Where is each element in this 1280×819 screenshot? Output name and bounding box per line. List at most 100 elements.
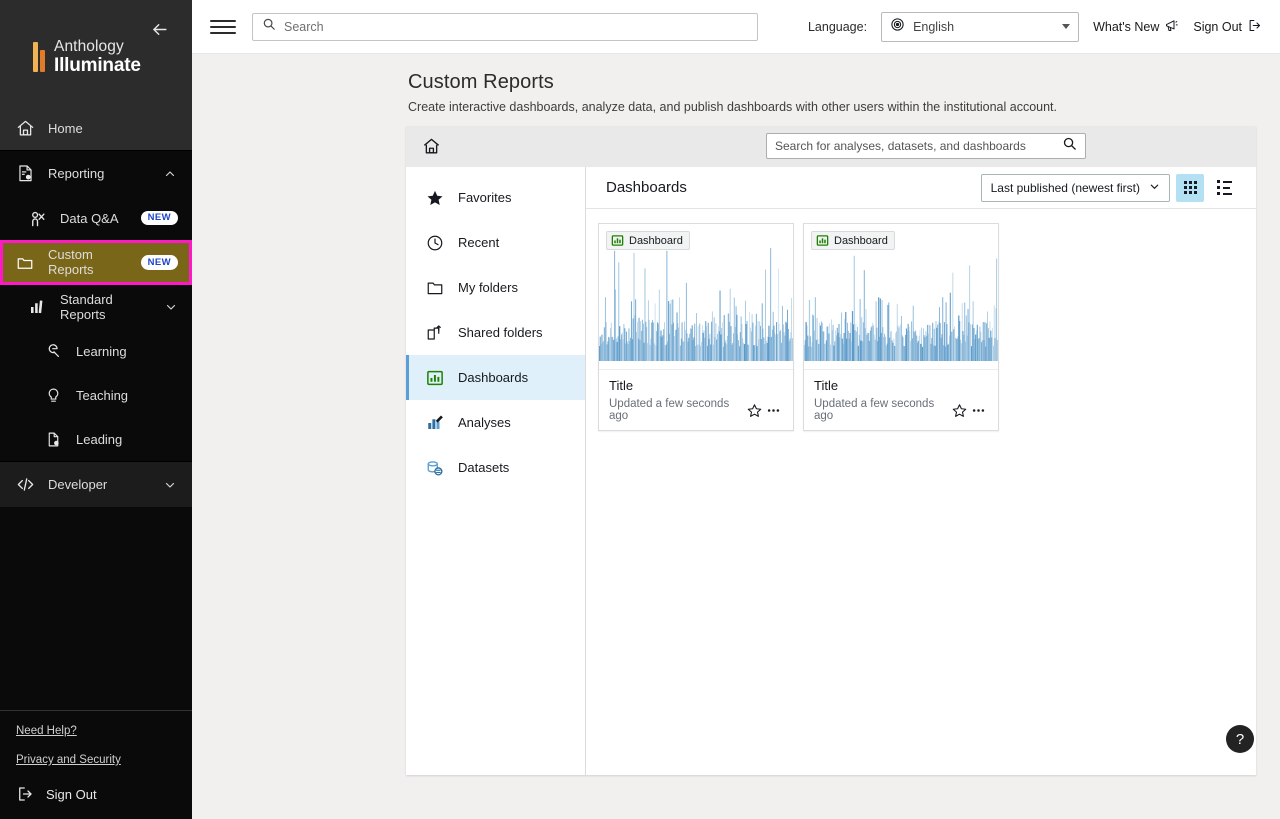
sidebar-item-developer[interactable]: Developer: [0, 461, 192, 507]
dashboard-type-badge-label: Dashboard: [629, 234, 683, 247]
embed-nav-shared-folders[interactable]: Shared folders: [406, 310, 585, 355]
sidebar-sign-out-label: Sign Out: [46, 786, 97, 802]
main-region: Language: English What's New Sign Out: [192, 0, 1280, 819]
sidebar-item-teaching[interactable]: Teaching: [0, 373, 192, 417]
embed-nav-label-favorites: Favorites: [458, 190, 512, 205]
embed-search[interactable]: [766, 133, 1086, 159]
need-help-link[interactable]: Need Help?: [16, 725, 77, 737]
dashboard-card-updated: Updated a few seconds ago: [609, 398, 730, 422]
language-label: Language:: [807, 19, 868, 34]
sidebar-item-custom-reports[interactable]: Custom Reports NEW: [0, 240, 192, 285]
sidebar-item-label-data-qa: Data Q&A: [60, 210, 119, 226]
dashboard-card-updated: Updated a few seconds ago: [814, 398, 935, 422]
whats-new-label: What's New: [1093, 19, 1160, 34]
primary-sidebar: Anthology Illuminate Home Reporting: [0, 0, 192, 819]
card-more-options-icon[interactable]: [969, 400, 988, 420]
whats-new-link[interactable]: What's New: [1093, 18, 1179, 36]
dashboard-thumbnail: Dashboard: [804, 224, 998, 369]
top-bar-right: Language: English What's New Sign Out: [807, 11, 1262, 42]
star-icon: [425, 188, 445, 208]
dashboard-card[interactable]: Dashboard Title Updated a few seconds ag…: [803, 223, 999, 431]
dashboard-icon: [425, 368, 445, 388]
embed-nav-label-datasets: Datasets: [458, 460, 510, 475]
top-sign-out-label: Sign Out: [1193, 19, 1242, 34]
top-sign-out-link[interactable]: Sign Out: [1193, 18, 1262, 36]
sidebar-item-home[interactable]: Home: [0, 106, 192, 151]
sidebar-item-label-developer: Developer: [48, 477, 108, 492]
chevron-down-icon-language[interactable]: [1062, 24, 1071, 29]
brand-lockup: Anthology Illuminate: [33, 38, 141, 77]
custom-reports-line2: Reports: [48, 261, 94, 277]
dashboard-card[interactable]: Dashboard Title Updated a few seconds ag…: [598, 223, 794, 431]
privacy-security-link[interactable]: Privacy and Security: [16, 754, 121, 766]
sidebar-item-leading[interactable]: Leading: [0, 417, 192, 461]
favorite-star-icon[interactable]: [950, 400, 969, 420]
bulb-icon: [42, 384, 64, 406]
chevron-down-icon-sort[interactable]: [1149, 181, 1160, 195]
embed-nav-dashboards[interactable]: Dashboards: [406, 355, 585, 400]
folder-icon: [14, 252, 36, 274]
embed-nav-recent[interactable]: Recent: [406, 220, 585, 265]
collapse-sidebar-button[interactable]: [148, 18, 170, 40]
list-view-icon: [1216, 180, 1232, 195]
embed-nav-my-folders[interactable]: My folders: [406, 265, 585, 310]
chevron-up-icon[interactable]: [162, 166, 178, 182]
brand-text: Anthology Illuminate: [54, 38, 141, 77]
sidebar-item-label-standard-reports: Standard Reports: [60, 292, 113, 322]
grid-view-button[interactable]: [1176, 173, 1204, 202]
global-search-input[interactable]: [284, 19, 748, 34]
embed-nav-favorites[interactable]: Favorites: [406, 175, 585, 220]
sidebar-item-reporting[interactable]: Reporting: [0, 151, 192, 196]
embed-nav-label-recent: Recent: [458, 235, 500, 250]
dashboard-thumbnail: Dashboard: [599, 224, 793, 369]
help-button[interactable]: ?: [1226, 725, 1254, 753]
brand-name-bottom: Illuminate: [54, 55, 141, 77]
badge-new-custom-reports: NEW: [140, 255, 178, 270]
report-icon: [14, 163, 36, 185]
grid-view-icon: [1183, 181, 1197, 194]
page-title: Custom Reports: [408, 71, 554, 93]
data-qa-icon: [26, 207, 48, 229]
search-icon-embed[interactable]: [1062, 136, 1077, 156]
home-icon: [14, 117, 36, 139]
sidebar-item-standard-reports[interactable]: Standard Reports: [0, 285, 192, 329]
learning-icon: [42, 340, 64, 362]
page-header: Custom Reports Create interactive dashbo…: [192, 54, 1280, 126]
sparkline-chart: [804, 255, 998, 361]
card-more-options-icon[interactable]: [764, 400, 783, 420]
embed-home-icon[interactable]: [420, 136, 442, 158]
datasets-icon: [425, 458, 445, 478]
embed-search-input[interactable]: [775, 139, 1056, 153]
chevron-down-icon-developer[interactable]: [162, 477, 178, 493]
language-value: English: [913, 19, 955, 34]
embed-toolbar: [406, 126, 1256, 167]
shared-folder-icon: [425, 323, 445, 343]
language-select[interactable]: English: [881, 11, 1080, 42]
question-mark-icon: ?: [1235, 730, 1245, 748]
hamburger-menu-button[interactable]: [210, 14, 236, 40]
favorite-star-icon[interactable]: [745, 400, 764, 420]
sparkline-chart: [599, 248, 793, 361]
sidebar-item-data-qa[interactable]: Data Q&A NEW: [0, 196, 192, 240]
globe-icon: [890, 17, 905, 37]
sidebar-item-learning[interactable]: Learning: [0, 329, 192, 373]
megaphone-icon: [1164, 18, 1179, 36]
chevron-down-icon[interactable]: [164, 299, 178, 315]
global-search[interactable]: [252, 12, 758, 41]
sidebar-item-label-home: Home: [48, 120, 83, 136]
embed-nav-datasets[interactable]: Datasets: [406, 445, 585, 490]
leading-icon: [42, 428, 64, 450]
sidebar-nav: Home Reporting Data Q&A NEW: [0, 106, 192, 710]
list-view-button[interactable]: [1210, 174, 1238, 202]
sidebar-sign-out-button[interactable]: Sign Out: [0, 783, 192, 805]
sidebar-item-label-custom-reports: Custom Reports: [48, 247, 129, 278]
dashboard-card-meta: Title Updated a few seconds ago: [804, 369, 998, 430]
embed-sidebar: Favorites Recent My folder: [406, 167, 586, 775]
embed-nav-analyses[interactable]: Analyses: [406, 400, 585, 445]
sidebar-divider: [0, 710, 192, 711]
sort-dropdown[interactable]: Last published (newest first): [980, 173, 1170, 202]
dashboards-header: Dashboards Last published (newest first): [586, 167, 1256, 209]
sign-out-icon-top: [1247, 18, 1262, 36]
embed-nav-label-analyses: Analyses: [458, 415, 511, 430]
